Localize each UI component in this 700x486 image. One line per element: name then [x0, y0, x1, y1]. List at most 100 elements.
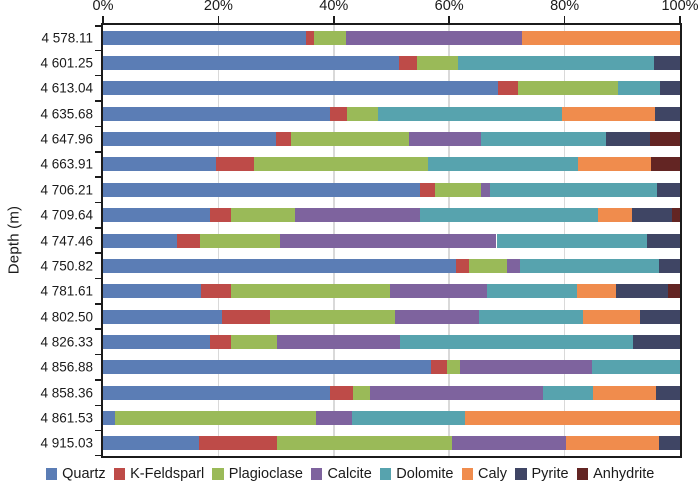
- segment-anhydrite: [650, 157, 680, 172]
- segment-calcite: [452, 436, 566, 451]
- depth-label: 4 647.96: [40, 131, 93, 147]
- x-tick-label: 100%: [661, 0, 699, 14]
- legend-item-dolomite: Dolomite: [379, 466, 454, 482]
- depth-label: 4 750.82: [40, 258, 93, 274]
- segment-k-feldsparl: [176, 233, 200, 248]
- segment-calcite: [370, 385, 543, 400]
- segment-pyrite: [659, 81, 680, 96]
- segment-calcite: [506, 258, 520, 273]
- segment-pyrite: [639, 309, 680, 324]
- segment-quartz: [103, 410, 116, 425]
- segment-dolomite: [351, 410, 466, 425]
- segment-k-feldsparl: [216, 157, 254, 172]
- segment-k-feldsparl: [419, 182, 435, 197]
- segment-plagioclase: [115, 410, 316, 425]
- depth-label: 4 826.33: [40, 334, 93, 350]
- bar-row: [103, 385, 680, 400]
- segment-plagioclase: [352, 385, 371, 400]
- y-tick: [95, 252, 101, 254]
- bar-row: [103, 30, 680, 45]
- legend-swatch-icon: [45, 468, 58, 480]
- segment-quartz: [103, 385, 330, 400]
- segment-quartz: [103, 258, 457, 273]
- segment-k-feldsparl: [306, 30, 314, 45]
- segment-k-feldsparl: [276, 132, 292, 147]
- bar-row: [103, 56, 680, 71]
- segment-caly: [562, 106, 655, 121]
- segment-quartz: [103, 334, 210, 349]
- segment-dolomite: [542, 385, 594, 400]
- segment-k-feldsparl: [221, 309, 270, 324]
- segment-quartz: [103, 30, 307, 45]
- legend-item-caly: Caly: [461, 466, 507, 482]
- x-tick-label: 0%: [92, 0, 114, 14]
- bar-row: [103, 106, 680, 121]
- segment-plagioclase: [291, 132, 410, 147]
- bar-row: [103, 182, 680, 197]
- bar-row: [103, 284, 680, 299]
- bar-row: [103, 334, 680, 349]
- legend-item-quartz: Quartz: [45, 466, 106, 482]
- segment-anhydrite: [649, 132, 680, 147]
- segment-quartz: [103, 233, 177, 248]
- segment-dolomite: [377, 106, 563, 121]
- legend-item-pyrite: Pyrite: [515, 466, 569, 482]
- legend-swatch-icon: [576, 468, 589, 480]
- segment-caly: [465, 410, 680, 425]
- depth-label: 4 706.21: [40, 182, 93, 198]
- x-tick-20%: [217, 16, 220, 24]
- y-tick: [95, 303, 101, 305]
- segment-plagioclase: [468, 258, 507, 273]
- legend-swatch-icon: [461, 468, 473, 480]
- segment-dolomite: [489, 182, 658, 197]
- legend-label: Calcite: [327, 466, 372, 482]
- depth-label: 4 781.61: [40, 283, 93, 299]
- y-tick: [95, 176, 101, 178]
- bar-row: [103, 157, 680, 172]
- y-tick: [95, 25, 101, 27]
- y-tick: [95, 151, 101, 153]
- segment-caly: [577, 157, 651, 172]
- y-tick: [95, 201, 101, 204]
- y-tick: [95, 454, 101, 456]
- segment-dolomite: [428, 157, 578, 172]
- segment-caly: [565, 436, 659, 451]
- bar-row: [103, 258, 680, 273]
- y-tick: [95, 404, 101, 407]
- segment-pyrite: [656, 385, 680, 400]
- segment-pyrite: [659, 258, 680, 273]
- segment-plagioclase: [434, 182, 481, 197]
- y-tick: [95, 49, 101, 52]
- legend-item-plagioclase: Plagioclase: [212, 466, 303, 482]
- segment-plagioclase: [230, 284, 390, 299]
- y-tick: [95, 227, 101, 229]
- depth-label: 4 663.91: [40, 156, 93, 172]
- segment-calcite: [345, 30, 522, 45]
- segment-dolomite: [618, 81, 660, 96]
- x-tick-label: 60%: [434, 0, 464, 14]
- x-tick-80%: [563, 16, 566, 24]
- y-tick: [95, 100, 101, 102]
- legend-swatch-icon: [379, 468, 392, 480]
- segment-dolomite: [479, 309, 584, 324]
- segment-caly: [583, 309, 640, 324]
- segment-k-feldsparl: [430, 360, 448, 375]
- segment-quartz: [103, 106, 330, 121]
- bar-row: [103, 81, 680, 96]
- segment-calcite: [294, 208, 420, 223]
- segment-plagioclase: [417, 56, 458, 71]
- bar-row: [103, 309, 680, 324]
- legend-label: Quartz: [62, 466, 106, 482]
- legend-label: K-Feldsparl: [130, 466, 205, 482]
- segment-plagioclase: [313, 30, 346, 45]
- segment-plagioclase: [230, 208, 295, 223]
- y-tick: [95, 277, 101, 280]
- x-tick-40%: [333, 16, 335, 24]
- segment-plagioclase: [199, 233, 280, 248]
- x-tick-60%: [448, 16, 450, 24]
- legend-swatch-icon: [515, 468, 527, 480]
- segment-caly: [593, 385, 657, 400]
- segment-calcite: [460, 360, 593, 375]
- segment-quartz: [103, 284, 201, 299]
- segment-quartz: [103, 182, 420, 197]
